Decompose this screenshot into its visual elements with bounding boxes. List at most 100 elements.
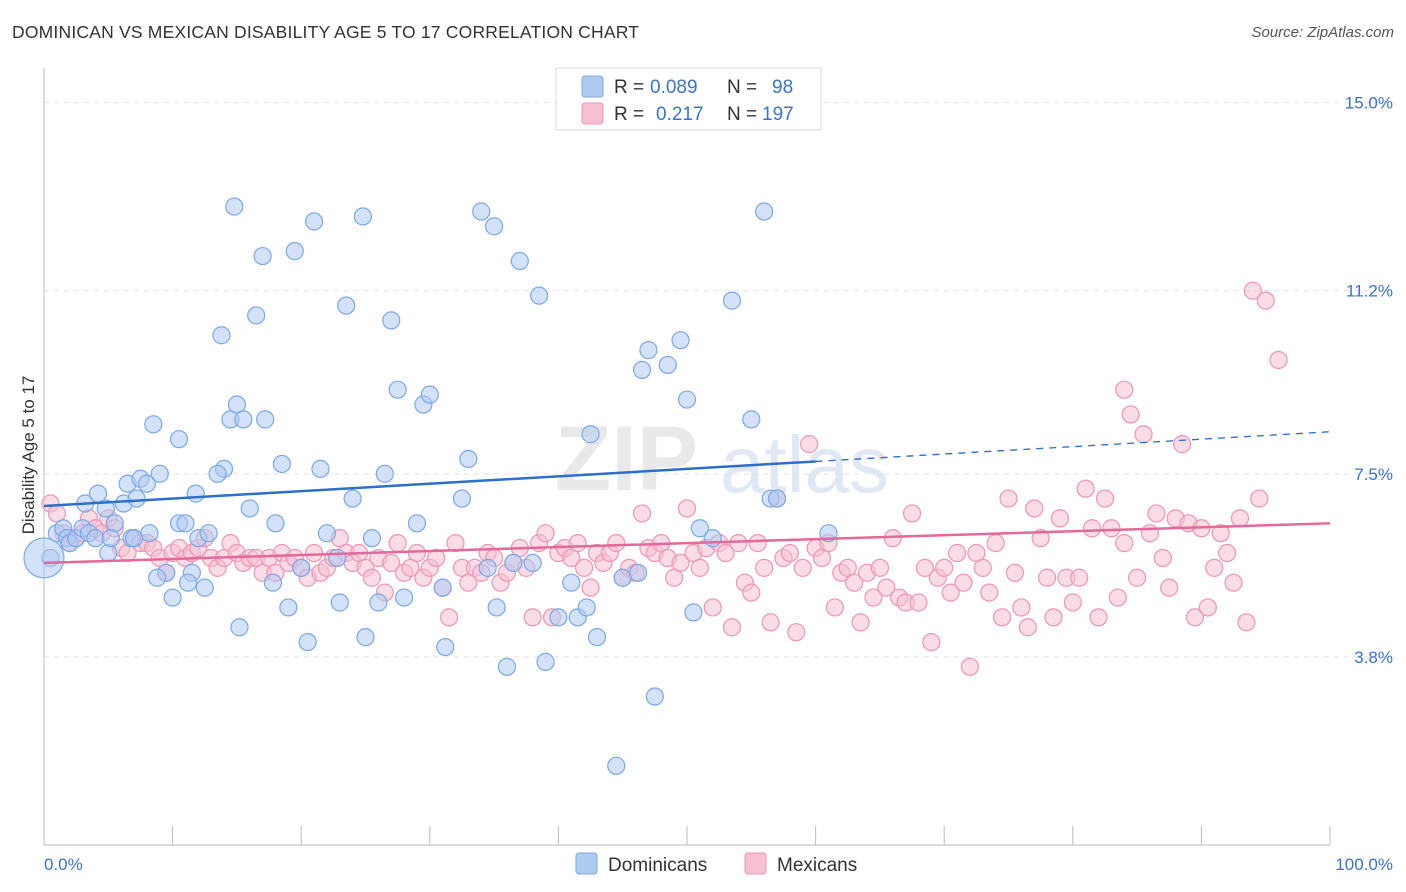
dominicans-point-67 [382, 311, 401, 330]
mexicans-point-162 [1082, 519, 1102, 538]
dominicans-point-42 [230, 618, 249, 637]
mexicans-point-180 [1198, 598, 1217, 617]
mexicans-point-109 [742, 583, 761, 602]
mexicans-point-161 [1076, 479, 1095, 498]
mexicans-point-173 [1153, 548, 1172, 568]
dominicans-point-94 [607, 756, 626, 775]
mexicans-point-176 [1173, 435, 1192, 454]
x-axis-ticks [43, 826, 1331, 845]
mexicans-point-77 [536, 524, 555, 543]
mexicans-point-63 [446, 534, 465, 553]
dominicans-point-81 [487, 598, 506, 617]
mexicans-point-82 [568, 534, 587, 553]
dominicans-point-17 [127, 489, 146, 508]
dominicans-point-54 [298, 632, 317, 652]
dominicans-point-20 [140, 524, 159, 543]
mexicans-point-115 [780, 543, 799, 563]
mexicans-point-165 [1102, 519, 1121, 538]
mexicans-point-191 [1115, 380, 1134, 399]
dominicans-point-110 [767, 489, 787, 508]
mexicans-point-170 [1134, 425, 1153, 444]
dominicans-point-14 [101, 529, 120, 548]
mexicans-point-186 [1237, 613, 1256, 632]
mexicans-point-41 [304, 543, 324, 563]
dominicans-point-90 [562, 573, 581, 592]
mexicans-point-75 [523, 608, 542, 627]
mexicans-r-value: 0.217 [656, 104, 704, 125]
dominicans-point-57 [311, 459, 330, 478]
dominicans-point-86 [523, 553, 542, 573]
mexicans-point-83 [575, 558, 594, 577]
dominicans-point-79 [485, 217, 504, 236]
mexicans-point-135 [909, 593, 928, 612]
dominicans-point-75 [436, 637, 455, 657]
mexicans-point-88 [607, 534, 626, 553]
dominicans-point-50 [263, 573, 283, 592]
dominicans-point-106 [722, 291, 742, 310]
mexicans-point-172 [1147, 504, 1166, 523]
dominicans-point-52 [279, 598, 298, 617]
dominicans-point-26 [148, 568, 167, 587]
dominicans-trend-extension [815, 431, 1331, 463]
dominicans-point-82 [497, 657, 517, 676]
mexicans-point-136 [915, 558, 935, 577]
dominicans-point-30 [176, 514, 195, 533]
dominicans-point-24 [150, 464, 169, 483]
dominicans-point-104 [690, 519, 709, 538]
mexicans-point-103 [703, 598, 722, 617]
dominicans-point-29 [163, 588, 182, 607]
y-tick-label-2: 11.2% [1346, 282, 1393, 301]
mexicans-point-174 [1160, 578, 1179, 597]
y-tick-label-0: 3.8% [1354, 648, 1393, 667]
x-tick-label-right: 100.0% [1335, 855, 1393, 874]
dominicans-point-49 [266, 514, 285, 533]
dominicans-point-53 [285, 242, 304, 261]
mexicans-point-168 [1121, 405, 1140, 424]
mexicans-point-122 [825, 598, 844, 617]
mexicans-point-185 [1230, 509, 1250, 528]
mexicans-point-187 [1243, 281, 1262, 300]
dominicans-point-103 [684, 603, 703, 622]
mexicans-point-112 [761, 613, 780, 632]
mexicans-point-140 [941, 583, 960, 602]
mexicans-point-169 [1127, 568, 1147, 587]
mexicans-point-126 [851, 613, 870, 632]
mexicans-point-117 [793, 558, 812, 577]
mexicans-point-125 [845, 573, 864, 592]
dominicans-point-36 [195, 578, 214, 597]
mexicans-point-116 [787, 623, 806, 642]
mexicans-point-148 [992, 608, 1012, 627]
dominicans-point-33 [186, 484, 205, 503]
dominicans-point-74 [433, 578, 452, 597]
dominicans-point-64 [353, 207, 373, 226]
mexicans-point-157 [1050, 509, 1070, 528]
mexicans-point-190 [1269, 350, 1288, 370]
dominicans-point-56 [304, 212, 324, 231]
mexicans-point-105 [716, 543, 735, 563]
y-tick-labels: 3.8% 7.5% 11.2% 15.0% [1345, 94, 1393, 667]
mexicans-point-60 [427, 548, 446, 568]
mexicans-point-150 [1005, 563, 1025, 582]
dominicans-point-63 [362, 529, 382, 548]
dominicans-point-80 [478, 558, 497, 577]
x-tick-label-left: 0.0% [44, 855, 83, 874]
mexicans-point-188 [1250, 489, 1269, 508]
dominicans-point-99 [645, 687, 664, 706]
mexicans-point-134 [902, 504, 922, 523]
mexicans-point-137 [922, 632, 941, 652]
mexicans-r-label: R = [614, 104, 644, 125]
chart-title: DOMINICAN VS MEXICAN DISABILITY AGE 5 TO… [12, 22, 640, 42]
trend-lines [43, 431, 1331, 565]
dominicans-point-8 [86, 529, 105, 548]
mexicans-point-156 [1044, 608, 1063, 627]
dominicans-point-95 [613, 568, 632, 587]
dominicans-point-78 [472, 202, 491, 221]
dominicans-point-69 [394, 588, 414, 607]
dominicans-point-87 [536, 652, 555, 671]
dominicans-point-101 [671, 331, 690, 350]
mexicans-point-155 [1037, 568, 1057, 587]
mexicans-trend-line [43, 522, 1331, 565]
dominicans-point-70 [388, 380, 407, 399]
mexicans-point-107 [729, 534, 748, 553]
